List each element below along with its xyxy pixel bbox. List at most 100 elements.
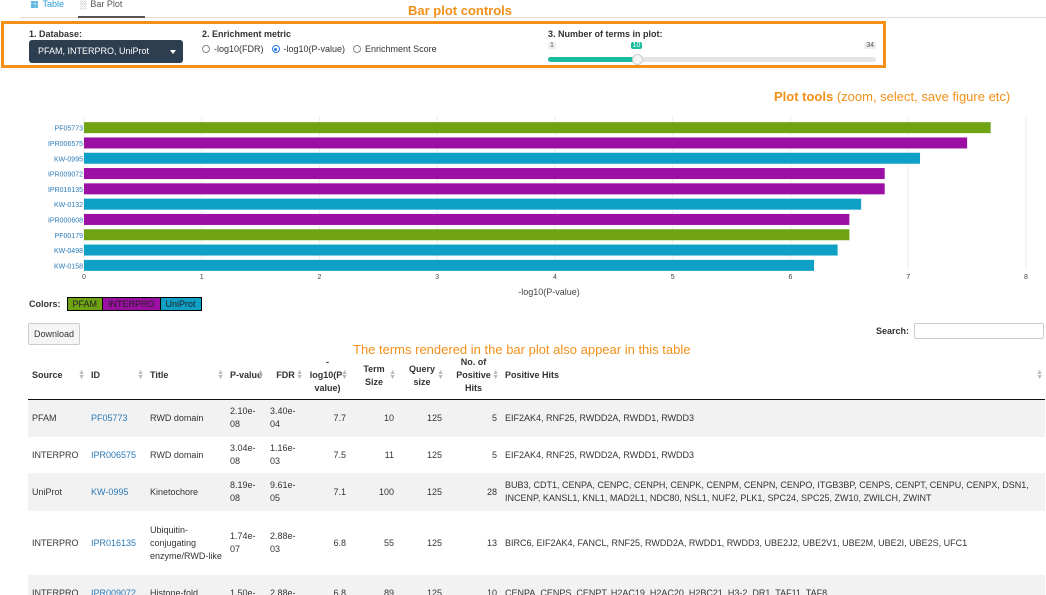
tab-bar-plot-label: Bar Plot	[90, 0, 123, 9]
slider-min-label: 1	[548, 42, 556, 49]
col-id-label: ID	[91, 370, 100, 381]
y-tick-label: PF05773	[55, 126, 84, 133]
download-button[interactable]: Download	[28, 323, 80, 345]
metric-radio-fdr[interactable]: -log10(FDR)	[202, 44, 264, 54]
slider-handle[interactable]	[631, 54, 643, 65]
bar-kw-0995[interactable]	[84, 152, 921, 164]
sort-icon: ▲ ▼	[437, 369, 444, 381]
cell-title: Kinetochore	[146, 473, 226, 511]
col-title[interactable]: Title ▲ ▼	[146, 353, 226, 400]
radio-icon[interactable]	[353, 45, 362, 53]
metric-radio-enrichment[interactable]: Enrichment Score	[353, 44, 437, 54]
cell-id-link[interactable]: KW-0995	[87, 473, 146, 511]
cell-positive-hits: EIF2AK4, RNF25, RWDD2A, RWDD1, RWDD3	[505, 449, 695, 460]
bar-kw-0498[interactable]	[84, 244, 838, 256]
bar-ipr006575[interactable]	[84, 137, 968, 149]
table-row: INTERPRO IPR016135 Ubiquitin-conjugating…	[28, 511, 1045, 575]
view-tabs: ▦ Table ░ Bar Plot	[20, 0, 1046, 18]
x-tick-label: 2	[318, 274, 322, 281]
sort-icon: ▲ ▼	[389, 369, 396, 381]
cell-logp: 7.5	[333, 449, 346, 460]
metric-radio-group: -log10(FDR) -log10(P-value) Enrichment S…	[202, 44, 437, 54]
col-id[interactable]: ID ▲ ▼	[87, 353, 146, 400]
sort-icon: ▲ ▼	[341, 369, 348, 381]
sort-icon: ▲ ▼	[1036, 369, 1043, 381]
terms-count-slider[interactable]: 1 10 34	[548, 42, 876, 65]
bar-kw-0158[interactable]	[84, 259, 815, 271]
cell-pvalue: 1.50e-	[226, 575, 266, 595]
radio-checked-icon[interactable]	[271, 45, 280, 53]
cell-title: Ubiquitin-conjugating enzyme/RWD-like	[150, 524, 222, 561]
col-fdr-label: FDR	[276, 370, 295, 381]
database-select[interactable]: PFAM, INTERPRO, UniProt	[29, 40, 183, 63]
col-term-size-label: Term Size	[363, 363, 385, 387]
search-input[interactable]	[914, 323, 1044, 339]
bar-ipr016135[interactable]	[84, 183, 885, 195]
cell-id-link[interactable]: IPR016135	[87, 511, 146, 575]
col-term-size[interactable]: Term Size ▲ ▼	[350, 353, 398, 400]
cell-source: INTERPRO	[32, 449, 79, 460]
tab-table[interactable]: ▦ Table	[30, 0, 64, 18]
tab-bar-plot[interactable]: ░ Bar Plot	[78, 0, 145, 18]
x-tick-label: 4	[553, 274, 557, 281]
table-row: PFAM PF05773 RWD domain 2.10e-08 3.40e-0…	[28, 399, 1045, 437]
cell-id-link[interactable]: PF05773	[87, 399, 146, 437]
metric-radio-pvalue-label: -log10(P-value)	[283, 44, 346, 54]
col-source[interactable]: Source ▲ ▼	[28, 353, 87, 400]
term-id-link[interactable]: KW-0995	[91, 486, 129, 497]
table-icon: ▦	[30, 0, 39, 9]
slider-fill	[548, 57, 637, 62]
col-logp[interactable]: -log10(P-value) ▲ ▼	[305, 353, 350, 400]
table-header-row: Source ▲ ▼ ID ▲ ▼ Title ▲ ▼ P-value ▲ ▼ FDR ▲ ▼ -l…	[28, 353, 1045, 400]
cell-positive-hits-count: 13	[486, 537, 497, 548]
cell-positive-hits-count: 28	[446, 473, 501, 511]
cell-query-size: 125	[398, 575, 446, 595]
term-id-link[interactable]: IPR006575	[91, 449, 137, 460]
bar-plot-controls: 1. Database: PFAM, INTERPRO, UniProt 2. …	[1, 21, 886, 68]
metric-radio-pvalue[interactable]: -log10(P-value)	[271, 44, 346, 54]
database-select-value: PFAM, INTERPRO, UniProt	[38, 46, 150, 56]
x-tick-label: 7	[906, 274, 910, 281]
radio-icon[interactable]	[202, 45, 210, 53]
term-id-link[interactable]: IPR016135	[91, 537, 137, 548]
term-id-link[interactable]: IPR009072	[91, 587, 137, 595]
col-positive-hits-label: Positive Hits	[505, 370, 560, 381]
slider-track[interactable]	[548, 57, 876, 62]
col-fdr[interactable]: FDR ▲ ▼	[266, 353, 305, 400]
annotation-plot-tools-bold: Plot tools	[774, 89, 834, 104]
cell-term-size: 55	[383, 537, 394, 548]
col-source-label: Source	[32, 370, 63, 381]
cell-term-size: 100	[350, 473, 398, 511]
col-pvalue[interactable]: P-value ▲ ▼	[226, 353, 266, 400]
col-query-size[interactable]: Query size ▲ ▼	[398, 353, 446, 400]
annotation-bar-plot-controls: Bar plot controls	[408, 3, 513, 18]
cell-query-size: 125	[398, 399, 446, 437]
term-id-link[interactable]: PF05773	[91, 412, 128, 423]
annotation-plot-tools: Plot tools (zoom, select, save figure et…	[774, 89, 1010, 104]
bar-pf00179[interactable]	[84, 229, 850, 241]
col-title-label: Title	[150, 370, 169, 381]
bar-pf05773[interactable]	[84, 122, 991, 134]
col-positive-hits[interactable]: Positive Hits ▲ ▼	[501, 353, 1045, 400]
table-row: INTERPRO IPR009072 Histone-fold 1.50e- 2…	[28, 575, 1045, 595]
bar-ipr009072[interactable]	[84, 168, 885, 180]
x-tick-label: 0	[82, 274, 86, 281]
sort-icon: ▲ ▼	[217, 369, 224, 381]
col-positive-hits-count-label: No. of Positive Hits	[456, 357, 491, 394]
cell-term-size: 10	[350, 399, 398, 437]
x-axis-label: -log10(P-value)	[518, 287, 580, 297]
metric-radio-enrichment-label: Enrichment Score	[365, 44, 437, 54]
cell-source: INTERPRO	[32, 537, 79, 548]
cell-id-link[interactable]: IPR006575	[87, 437, 146, 473]
x-tick-label: 1	[200, 274, 204, 281]
cell-positive-hits-count: 10	[446, 575, 501, 595]
x-tick-label: 6	[789, 274, 793, 281]
bar-kw-0132[interactable]	[84, 198, 862, 210]
cell-id-link[interactable]: IPR009072	[87, 575, 146, 595]
cell-title: RWD domain	[146, 399, 226, 437]
col-positive-hits-count[interactable]: No. of Positive Hits ▲ ▼	[446, 353, 501, 400]
legend-label: Colors:	[29, 299, 61, 309]
bar-ipr000608[interactable]	[84, 213, 850, 225]
cell-fdr: 2.88e-03	[270, 531, 296, 554]
col-query-size-label: Query size	[408, 363, 435, 387]
